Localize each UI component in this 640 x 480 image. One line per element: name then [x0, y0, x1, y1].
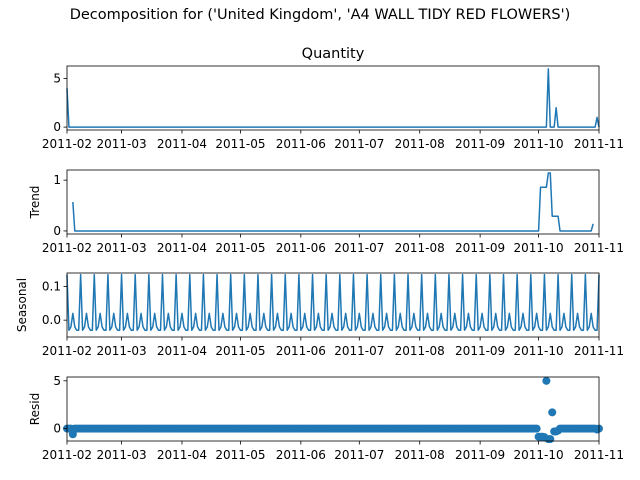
panel-2-series	[72, 172, 594, 232]
panel-2-ylabel: Trend	[28, 186, 42, 220]
panel-4-xtick-label: 2011-03	[96, 448, 146, 462]
panel-2-xtick-label: 2011-09	[455, 241, 505, 255]
panel-3-ylabel: Seasonal	[15, 278, 29, 332]
panel-4-series	[63, 376, 603, 444]
panel-4-ylabel: Resid	[28, 393, 42, 425]
panel-3-xtick-label: 2011-05	[215, 344, 265, 358]
panel-2-ytick-label: 1	[53, 173, 61, 187]
panel-4-frame	[66, 376, 600, 442]
panel-3-xtick-label: 2011-06	[276, 344, 326, 358]
panel-4-xtick-label: 2011-10	[514, 448, 564, 462]
panel-3-line	[66, 273, 600, 332]
panel-4-xtick-label: 2011-09	[455, 448, 505, 462]
panel-1-ytick-label: 5	[53, 72, 61, 86]
panel-1-xtick-label: 2011-04	[157, 137, 207, 151]
panel-2-frame	[66, 169, 600, 235]
panel-2-xtick-label: 2011-06	[276, 241, 326, 255]
panel-1-xtick-label: 2011-02	[42, 137, 92, 151]
panel-1-xtick-label: 2011-07	[334, 137, 384, 151]
panel-1-line	[66, 68, 600, 128]
panel-2-line	[72, 172, 594, 232]
panel-3-xtick-label: 2011-11	[574, 344, 624, 358]
panel-3-xtick-label: 2011-02	[42, 344, 92, 358]
figure-suptitle: Decomposition for ('United Kingdom', 'A4…	[69, 7, 571, 23]
panel-4-xtick-label: 2011-02	[42, 448, 92, 462]
panel-2-xtick-label: 2011-02	[42, 241, 92, 255]
panel-3-xtick-label: 2011-07	[334, 344, 384, 358]
panel-2-xtick-label: 2011-05	[215, 241, 265, 255]
panel-3-series	[66, 273, 600, 332]
panel-1-xtick-label: 2011-06	[276, 137, 326, 151]
panel-1-xtick-label: 2011-08	[395, 137, 445, 151]
panel-4-xtick-label: 2011-04	[157, 448, 207, 462]
panel-4-point	[542, 376, 551, 385]
panel-1-xtick-label: 2011-03	[96, 137, 146, 151]
panel-2-xtick-label: 2011-07	[334, 241, 384, 255]
panel-4-point	[532, 424, 541, 433]
panel-4-xtick-label: 2011-05	[215, 448, 265, 462]
panel-1-xtick-label: 2011-05	[215, 137, 265, 151]
panel-4-ytick-label: 0	[53, 422, 61, 436]
panel-1-xtick-label: 2011-10	[514, 137, 564, 151]
panel-3-ytick-label: 0.0	[42, 313, 61, 327]
panel-4-ytick-label: 5	[53, 374, 61, 388]
panel-3-frame	[66, 272, 600, 338]
panel-2-xtick-label: 2011-04	[157, 241, 207, 255]
panel-3-xtick-label: 2011-03	[96, 344, 146, 358]
panel-3-xtick-label: 2011-10	[514, 344, 564, 358]
panel-1-series	[66, 68, 600, 128]
panel-3-xtick-label: 2011-09	[455, 344, 505, 358]
panel-2-xtick-label: 2011-03	[96, 241, 146, 255]
panel-4-xtick-label: 2011-11	[574, 448, 624, 462]
panel-3-xtick-label: 2011-08	[395, 344, 445, 358]
panel-4-xtick-label: 2011-07	[334, 448, 384, 462]
panel-2-xtick-label: 2011-11	[574, 241, 624, 255]
panel-4-xtick-label: 2011-08	[395, 448, 445, 462]
panel-2-xtick-label: 2011-08	[395, 241, 445, 255]
panel-2-ytick-label: 0	[53, 224, 61, 238]
panel-4-point	[546, 435, 555, 444]
panel-4-point	[548, 408, 557, 417]
panel-3-xtick-label: 2011-04	[157, 344, 207, 358]
panel-3-ytick-label: 0.1	[42, 279, 61, 293]
panel-1-xtick-label: 2011-11	[574, 137, 624, 151]
panel-4-xtick-label: 2011-06	[276, 448, 326, 462]
panel-1-frame	[66, 65, 600, 131]
panel-1-ytick-label: 0	[53, 120, 61, 134]
panel-2-xtick-label: 2011-10	[514, 241, 564, 255]
panel-1-xtick-label: 2011-09	[455, 137, 505, 151]
panel-1-title: Quantity	[302, 46, 365, 62]
